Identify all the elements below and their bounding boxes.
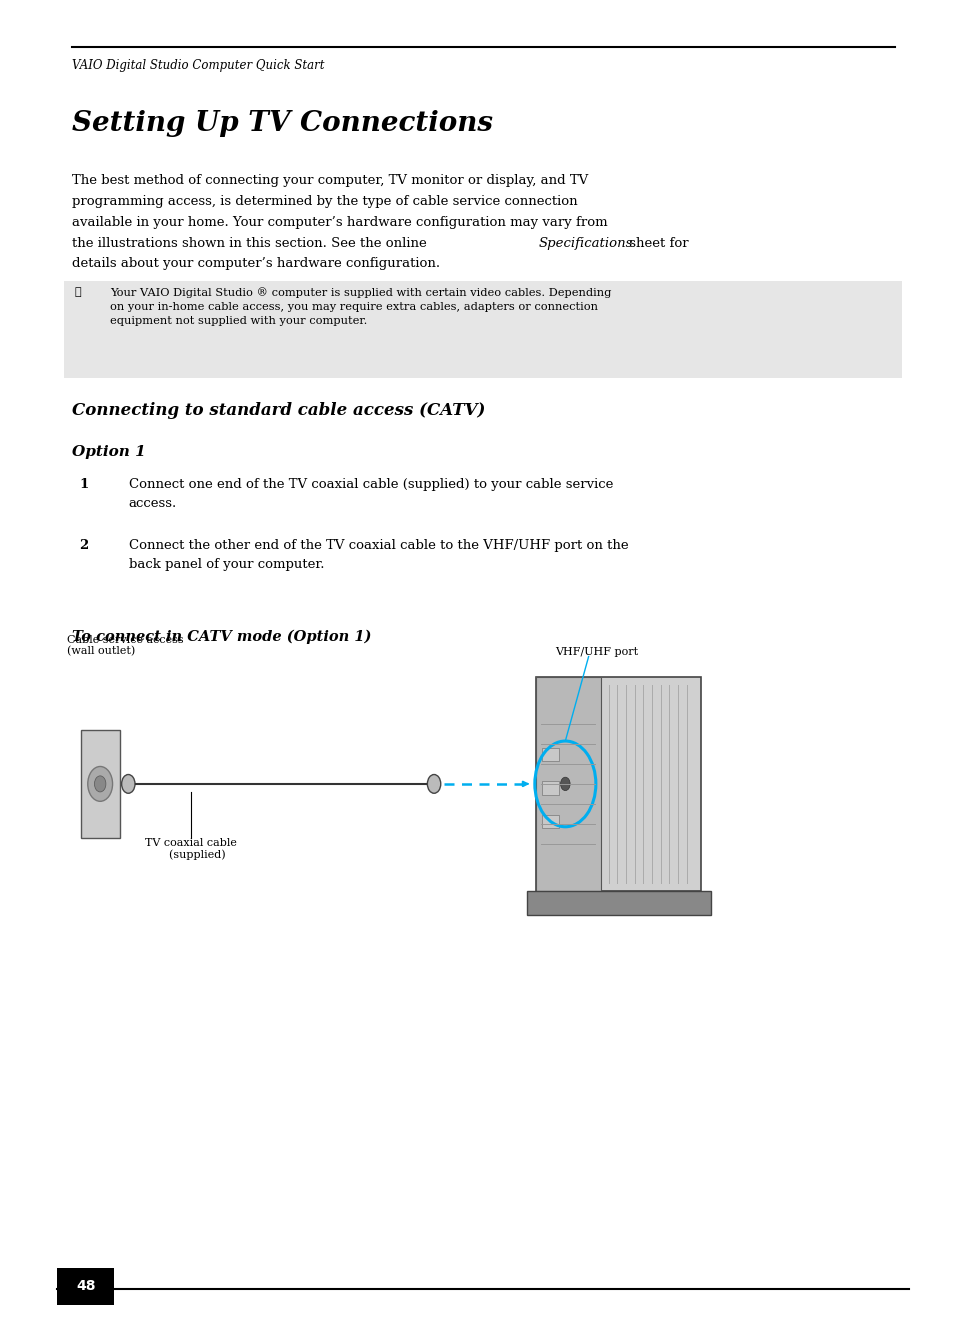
Text: The best method of connecting your computer, TV monitor or display, and TV: The best method of connecting your compu… [71,174,587,188]
Text: sheet for: sheet for [624,236,688,249]
Text: ✏: ✏ [74,287,81,296]
FancyBboxPatch shape [541,781,558,795]
Text: Your VAIO Digital Studio ® computer is supplied with certain video cables. Depen: Your VAIO Digital Studio ® computer is s… [110,287,611,327]
Text: 2: 2 [79,539,89,552]
Text: Cable service access
(wall outlet): Cable service access (wall outlet) [67,635,183,657]
FancyBboxPatch shape [536,677,600,891]
Circle shape [88,766,112,801]
Text: Connecting to standard cable access (CATV): Connecting to standard cable access (CAT… [71,402,484,419]
Text: 1: 1 [79,478,89,492]
Text: Connect the other end of the TV coaxial cable to the VHF/UHF port on the
back pa: Connect the other end of the TV coaxial … [129,539,628,571]
FancyBboxPatch shape [526,891,710,915]
Text: 48: 48 [76,1280,95,1293]
Text: Connect one end of the TV coaxial cable (supplied) to your cable service
access.: Connect one end of the TV coaxial cable … [129,478,613,511]
Circle shape [122,775,135,793]
FancyBboxPatch shape [64,281,902,378]
Circle shape [94,776,106,792]
Text: programming access, is determined by the type of cable service connection: programming access, is determined by the… [71,194,577,208]
Text: To connect in CATV mode (Option 1): To connect in CATV mode (Option 1) [71,630,371,645]
FancyBboxPatch shape [57,1268,114,1305]
Text: Setting Up TV Connections: Setting Up TV Connections [71,110,492,137]
Text: VHF/UHF port: VHF/UHF port [555,647,638,657]
FancyBboxPatch shape [536,677,700,891]
Text: details about your computer’s hardware configuration.: details about your computer’s hardware c… [71,257,439,271]
Text: TV coaxial cable
    (supplied): TV coaxial cable (supplied) [145,838,236,860]
FancyBboxPatch shape [541,748,558,761]
Text: the illustrations shown in this section. See the online: the illustrations shown in this section.… [71,236,430,249]
Text: Option 1: Option 1 [71,445,145,458]
FancyBboxPatch shape [80,729,120,839]
Text: Specifications: Specifications [538,236,633,249]
FancyBboxPatch shape [541,815,558,828]
Text: available in your home. Your computer’s hardware configuration may vary from: available in your home. Your computer’s … [71,216,606,229]
Circle shape [427,775,440,793]
Circle shape [560,777,570,791]
Text: VAIO Digital Studio Computer Quick Start: VAIO Digital Studio Computer Quick Start [71,59,324,72]
